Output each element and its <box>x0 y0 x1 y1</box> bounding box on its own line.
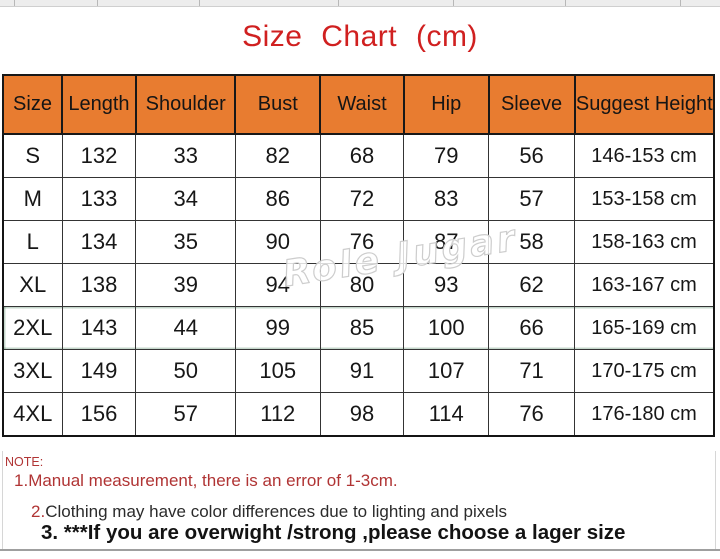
value-cell: 99 <box>234 306 321 350</box>
value-cell: 50 <box>135 349 236 393</box>
column-header: Size <box>2 74 63 135</box>
value-cell: 82 <box>234 133 321 178</box>
table-row: 2XL 143 44 99 85 100 66 165-169 cm <box>2 306 715 350</box>
value-cell: 57 <box>488 177 576 221</box>
value-cell: 83 <box>403 177 490 221</box>
size-cell: S <box>2 133 63 178</box>
value-cell: 57 <box>135 392 236 437</box>
size-cell: L <box>2 220 63 264</box>
value-cell: 94 <box>234 263 321 307</box>
value-cell: 176-180 cm <box>574 392 715 437</box>
size-cell: M <box>2 177 63 221</box>
value-cell: 114 <box>403 392 490 437</box>
column-header: Sleeve <box>487 74 576 135</box>
note-3-text: ***If you are overwight /strong ,please … <box>58 521 626 544</box>
value-cell: 62 <box>488 263 576 307</box>
value-cell: 56 <box>488 133 576 178</box>
table-row: S 132 33 82 68 79 56 146-153 cm <box>2 133 715 178</box>
value-cell: 86 <box>234 177 321 221</box>
column-header: Length <box>61 74 137 135</box>
page-title: Size Chart (cm) <box>242 20 478 53</box>
value-cell: 85 <box>319 306 405 350</box>
value-cell: 93 <box>403 263 490 307</box>
value-cell: 134 <box>61 220 137 264</box>
value-cell: 133 <box>61 177 137 221</box>
value-cell: 132 <box>61 133 137 178</box>
value-cell: 79 <box>403 133 490 178</box>
value-cell: 105 <box>234 349 321 393</box>
size-cell: XL <box>2 263 63 307</box>
value-cell: 165-169 cm <box>574 306 715 350</box>
note-1-text: Manual measurement, there is an error of… <box>28 471 398 490</box>
size-cell: 4XL <box>2 392 63 437</box>
note-2-text: Clothing may have color differences due … <box>45 502 507 521</box>
value-cell: 170-175 cm <box>574 349 715 393</box>
value-cell: 33 <box>135 133 236 178</box>
spreadsheet-grid-strip <box>0 0 720 7</box>
value-cell: 143 <box>61 306 137 350</box>
size-table: Size Length Shoulder Bust Waist Hip Sleeve Sugg… <box>2 74 716 437</box>
note-heading: NOTE: <box>5 455 44 469</box>
column-header: Shoulder <box>134 74 237 135</box>
value-cell: 156 <box>61 392 137 437</box>
value-cell: 66 <box>488 306 576 350</box>
value-cell: 153-158 cm <box>574 177 715 221</box>
value-cell: 107 <box>403 349 490 393</box>
value-cell: 112 <box>234 392 321 437</box>
value-cell: 146-153 cm <box>574 133 715 178</box>
table-row: 3XL 149 50 105 91 107 71 170-175 cm <box>2 349 715 393</box>
value-cell: 44 <box>135 306 236 350</box>
note-3-number: 3. <box>41 521 59 544</box>
note-line-3: 3. ***If you are overwight /strong ,plea… <box>41 521 625 545</box>
note-2-number: 2. <box>31 502 46 521</box>
value-cell: 87 <box>403 220 490 264</box>
note-line-2: 2.Clothing may have color differences du… <box>31 502 507 522</box>
note-line-1: 1.Manual measurement, there is an error … <box>14 471 398 491</box>
value-cell: 68 <box>319 133 405 178</box>
value-cell: 80 <box>319 263 405 307</box>
size-table-header: Size Length Shoulder Bust Waist Hip Sleeve Sugg… <box>2 74 716 135</box>
value-cell: 98 <box>319 392 405 437</box>
column-header: Hip <box>402 74 490 135</box>
value-cell: 149 <box>61 349 137 393</box>
value-cell: 90 <box>234 220 321 264</box>
bottom-grid-line <box>0 549 720 551</box>
right-grid-line <box>715 451 716 549</box>
value-cell: 72 <box>319 177 405 221</box>
column-header: Bust <box>234 74 322 135</box>
value-cell: 91 <box>319 349 405 393</box>
value-cell: 138 <box>61 263 137 307</box>
left-grid-line <box>2 451 3 549</box>
value-cell: 158-163 cm <box>574 220 715 264</box>
table-row: XL 138 39 94 80 93 62 163-167 cm <box>2 263 715 307</box>
value-cell: 71 <box>488 349 576 393</box>
table-row: L 134 35 90 76 87 58 158-163 cm <box>2 220 715 264</box>
value-cell: 163-167 cm <box>574 263 715 307</box>
table-row: 4XL 156 57 112 98 114 76 176-180 cm <box>2 392 715 437</box>
table-row: M 133 34 86 72 83 57 153-158 cm <box>2 177 715 221</box>
size-table-body: S 132 33 82 68 79 56 146-153 cm M 133 34 86 72 83 57 15… <box>2 133 715 437</box>
value-cell: 58 <box>488 220 576 264</box>
value-cell: 34 <box>135 177 236 221</box>
size-cell: 2XL <box>2 306 63 350</box>
column-header: Waist <box>319 74 405 135</box>
value-cell: 39 <box>135 263 236 307</box>
value-cell: 35 <box>135 220 236 264</box>
size-cell: 3XL <box>2 349 63 393</box>
value-cell: 76 <box>488 392 576 437</box>
value-cell: 100 <box>403 306 490 350</box>
value-cell: 76 <box>319 220 405 264</box>
column-header: Suggest Height <box>573 74 716 135</box>
note-1-number: 1. <box>14 471 29 490</box>
